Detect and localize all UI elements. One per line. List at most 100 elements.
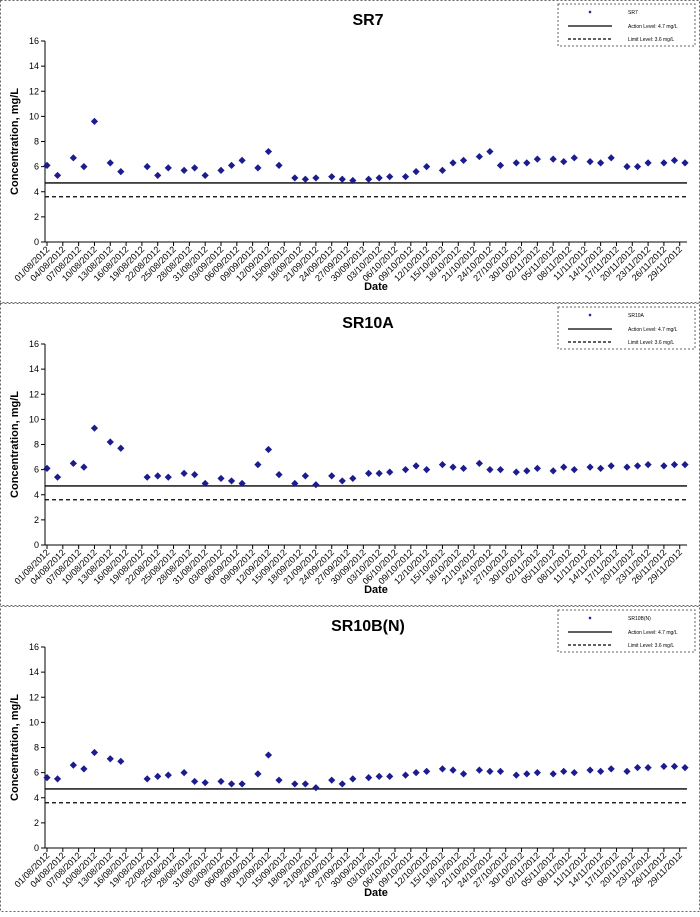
data-point: [191, 164, 199, 172]
data-point: [597, 464, 605, 472]
data-point: [254, 770, 262, 778]
data-point: [449, 159, 457, 167]
y-tick-label: 2: [34, 212, 39, 222]
y-tick-label: 4: [34, 187, 39, 197]
data-point: [80, 463, 88, 471]
data-point: [227, 780, 236, 788]
y-tick-label: 0: [34, 843, 39, 853]
data-point: [681, 159, 689, 167]
data-point: [106, 755, 114, 763]
data-point: [375, 174, 383, 182]
data-point: [496, 466, 505, 474]
y-tick-label: 12: [29, 389, 39, 399]
data-point: [486, 767, 494, 775]
y-tick-label: 2: [34, 515, 39, 525]
data-point: [549, 155, 557, 163]
data-point: [623, 767, 631, 775]
data-point: [512, 468, 520, 476]
y-tick-label: 4: [34, 793, 39, 803]
data-point: [375, 469, 383, 477]
data-point: [670, 461, 679, 469]
data-point: [154, 772, 162, 780]
x-axis-title: Date: [364, 281, 388, 293]
y-tick-label: 12: [29, 692, 39, 702]
data-point: [43, 161, 51, 169]
data-point: [586, 158, 594, 166]
y-tick-label: 0: [34, 540, 39, 550]
x-axis-title: Date: [364, 584, 388, 596]
y-tick-label: 10: [29, 111, 39, 121]
legend: SR10A Action Level: 4.7 mg/L Limit Level: …: [557, 306, 696, 350]
data-point: [533, 769, 541, 777]
data-point: [106, 159, 114, 167]
data-point: [475, 459, 483, 467]
data-point: [401, 173, 410, 181]
data-point: [486, 147, 494, 156]
y-tick-label: 10: [29, 414, 39, 424]
data-point: [338, 175, 346, 183]
y-tick-label: 16: [29, 36, 39, 46]
legend-marker: [588, 10, 592, 14]
y-tick-label: 6: [34, 465, 39, 475]
data-point: [533, 155, 541, 163]
data-point: [681, 764, 689, 772]
y-tick-label: 16: [29, 339, 39, 349]
y-tick-label: 2: [34, 818, 39, 828]
data-point: [607, 765, 615, 773]
data-point: [238, 156, 246, 164]
data-point: [523, 159, 531, 167]
data-point: [80, 765, 88, 773]
data-point: [644, 159, 652, 167]
data-point: [227, 477, 236, 485]
legend-label: Limit Level: 3.6 mg/L: [628, 37, 674, 43]
data-point: [386, 468, 394, 476]
data-point: [117, 757, 125, 765]
data-point: [349, 176, 357, 185]
data-point: [328, 173, 336, 181]
data-point: [117, 444, 125, 452]
data-point: [312, 784, 320, 792]
data-point: [338, 477, 346, 485]
data-point: [586, 463, 594, 471]
data-point: [143, 163, 151, 171]
data-point: [438, 166, 447, 174]
data-point: [164, 771, 172, 779]
data-point: [338, 780, 346, 788]
data-point: [438, 461, 447, 469]
data-point: [312, 174, 320, 182]
data-point: [523, 770, 531, 778]
data-point: [201, 171, 209, 180]
data-point: [201, 779, 209, 787]
data-point: [459, 156, 468, 164]
data-point: [512, 771, 520, 779]
data-point: [254, 164, 262, 172]
data-point: [217, 166, 225, 174]
data-point: [264, 147, 273, 156]
data-point: [69, 459, 77, 467]
data-point: [164, 473, 172, 481]
legend-label: Action Level: 4.7 mg/L: [628, 24, 678, 30]
data-point: [560, 767, 568, 775]
data-point: [154, 171, 162, 180]
legend-label: Action Level: 4.7 mg/L: [628, 630, 678, 636]
data-point: [597, 159, 605, 167]
data-point: [633, 163, 642, 171]
x-axis-title: Date: [364, 887, 388, 899]
data-point: [90, 117, 99, 125]
y-tick-label: 0: [34, 237, 39, 247]
data-point: [644, 764, 652, 772]
data-point: [69, 154, 77, 162]
data-point: [570, 769, 578, 777]
data-point: [586, 766, 594, 774]
data-point: [217, 777, 225, 786]
data-point: [143, 473, 151, 481]
data-point: [660, 462, 668, 470]
data-point: [80, 163, 88, 171]
data-point: [164, 164, 172, 172]
data-point: [191, 471, 199, 479]
data-point: [53, 473, 62, 481]
y-tick-label: 8: [34, 137, 39, 147]
legend-label: Limit Level: 3.6 mg/L: [628, 643, 674, 649]
chart-panel: SR10A Concentration, mg/L Date 0 2 4 6 8 10 12 14 1…: [0, 303, 700, 606]
